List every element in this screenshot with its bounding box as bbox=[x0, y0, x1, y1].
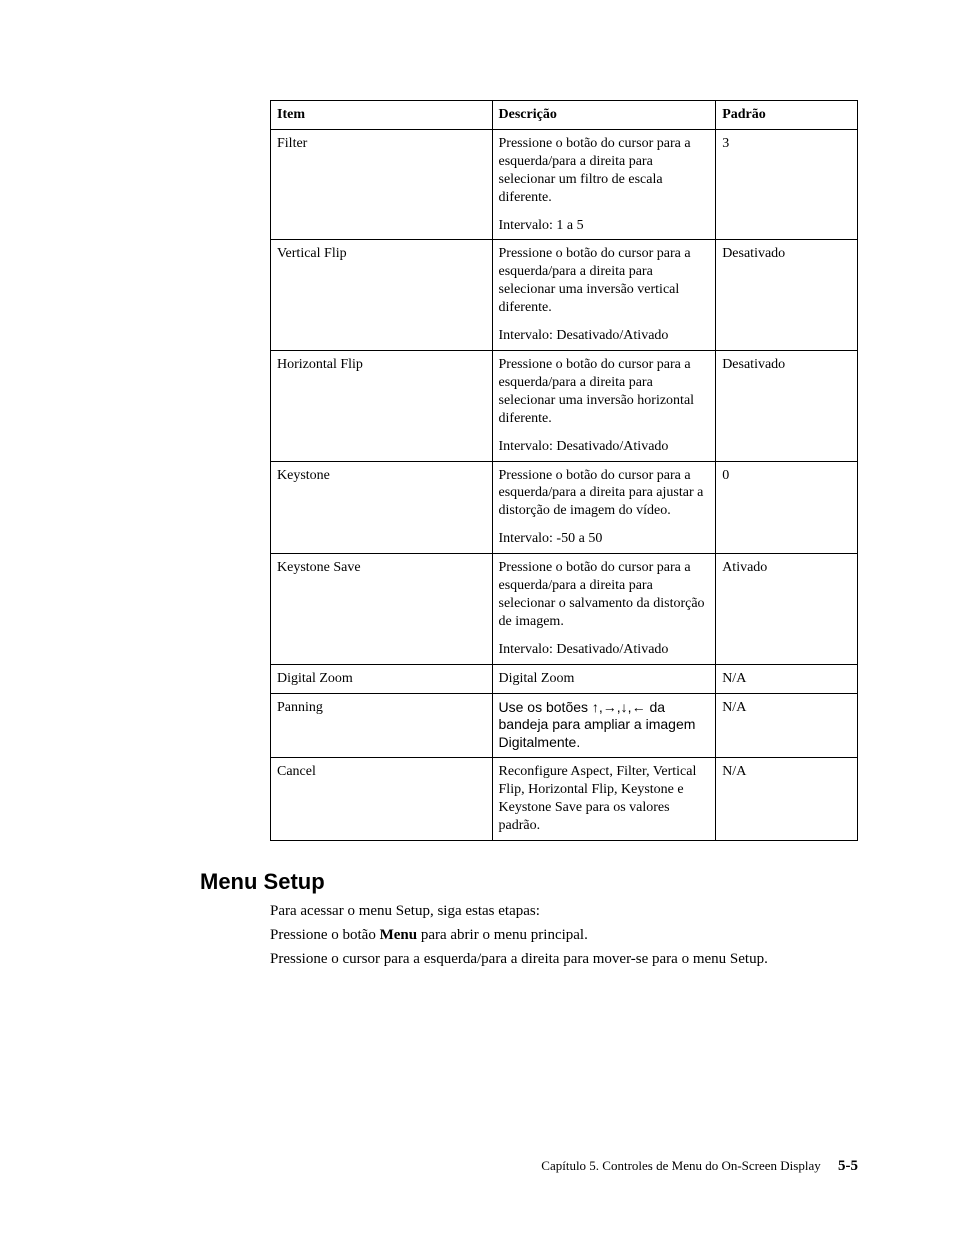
cell-item: Digital Zoom bbox=[271, 664, 493, 693]
desc-main: Use os botões ↑,→,↓,← da bandeja para am… bbox=[499, 699, 710, 753]
cell-default: N/A bbox=[716, 664, 858, 693]
col-header-item: Item bbox=[271, 101, 493, 130]
page-footer: Capítulo 5. Controles de Menu do On-Scre… bbox=[541, 1158, 858, 1175]
desc-main: Pressione o botão do cursor para a esque… bbox=[499, 467, 710, 521]
table-row: Panning Use os botões ↑,→,↓,← da bandeja… bbox=[271, 693, 858, 758]
desc-range: Intervalo: Desativado/Ativado bbox=[499, 438, 710, 456]
cell-desc: Pressione o botão do cursor para a esque… bbox=[492, 554, 716, 665]
cell-desc: Pressione o botão do cursor para a esque… bbox=[492, 350, 716, 461]
section-body: Para acessar o menu Setup, siga estas et… bbox=[270, 901, 858, 970]
cell-item: Horizontal Flip bbox=[271, 350, 493, 461]
desc-range: Intervalo: 1 a 5 bbox=[499, 217, 710, 235]
desc-range: Intervalo: Desativado/Ativado bbox=[499, 327, 710, 345]
table-header-row: Item Descrição Padrão bbox=[271, 101, 858, 130]
cell-desc: Pressione o botão do cursor para a esque… bbox=[492, 461, 716, 554]
cell-desc: Use os botões ↑,→,↓,← da bandeja para am… bbox=[492, 693, 716, 758]
manual-page: Item Descrição Padrão Filter Pressione o… bbox=[0, 0, 954, 1235]
cell-desc: Pressione o botão do cursor para a esque… bbox=[492, 240, 716, 351]
step-1-pre: Pressione o botão bbox=[270, 927, 380, 943]
desc-range: Intervalo: Desativado/Ativado bbox=[499, 641, 710, 659]
cell-item: Keystone bbox=[271, 461, 493, 554]
cell-default: Ativado bbox=[716, 554, 858, 665]
desc-main: Reconfigure Aspect, Filter, Vertical Fli… bbox=[499, 763, 710, 835]
desc-main: Pressione o botão do cursor para a esque… bbox=[499, 245, 710, 317]
step-1-bold: Menu bbox=[380, 927, 418, 943]
cell-default: N/A bbox=[716, 693, 858, 758]
table-row: Vertical Flip Pressione o botão do curso… bbox=[271, 240, 858, 351]
step-1: Pressione o botão Menu para abrir o menu… bbox=[270, 925, 858, 945]
desc-main: Pressione o botão do cursor para a esque… bbox=[499, 356, 710, 428]
desc-main: Pressione o botão do cursor para a esque… bbox=[499, 135, 710, 207]
table-row: Filter Pressione o botão do cursor para … bbox=[271, 129, 858, 240]
cell-item: Vertical Flip bbox=[271, 240, 493, 351]
cell-default: N/A bbox=[716, 758, 858, 841]
footer-chapter: Capítulo 5. Controles de Menu do On-Scre… bbox=[541, 1158, 820, 1173]
table-row: Horizontal Flip Pressione o botão do cur… bbox=[271, 350, 858, 461]
cell-desc: Reconfigure Aspect, Filter, Vertical Fli… bbox=[492, 758, 716, 841]
section-intro: Para acessar o menu Setup, siga estas et… bbox=[270, 901, 858, 921]
desc-main: Digital Zoom bbox=[499, 670, 710, 688]
step-1-post: para abrir o menu principal. bbox=[417, 927, 588, 943]
col-header-default: Padrão bbox=[716, 101, 858, 130]
table-row: Keystone Save Pressione o botão do curso… bbox=[271, 554, 858, 665]
settings-table: Item Descrição Padrão Filter Pressione o… bbox=[270, 100, 858, 841]
cell-item: Filter bbox=[271, 129, 493, 240]
table-row: Keystone Pressione o botão do cursor par… bbox=[271, 461, 858, 554]
cell-default: 0 bbox=[716, 461, 858, 554]
desc-range: Intervalo: -50 a 50 bbox=[499, 530, 710, 548]
cell-default: 3 bbox=[716, 129, 858, 240]
desc-main: Pressione o botão do cursor para a esque… bbox=[499, 559, 710, 631]
col-header-desc: Descrição bbox=[492, 101, 716, 130]
cell-item: Keystone Save bbox=[271, 554, 493, 665]
cell-desc: Digital Zoom bbox=[492, 664, 716, 693]
footer-page-number: 5-5 bbox=[838, 1158, 858, 1174]
section-heading: Menu Setup bbox=[200, 869, 858, 895]
cell-item: Cancel bbox=[271, 758, 493, 841]
table-row: Cancel Reconfigure Aspect, Filter, Verti… bbox=[271, 758, 858, 841]
cell-default: Desativado bbox=[716, 350, 858, 461]
cell-item: Panning bbox=[271, 693, 493, 758]
step-2: Pressione o cursor para a esquerda/para … bbox=[270, 949, 858, 969]
table-row: Digital Zoom Digital Zoom N/A bbox=[271, 664, 858, 693]
cell-default: Desativado bbox=[716, 240, 858, 351]
cell-desc: Pressione o botão do cursor para a esque… bbox=[492, 129, 716, 240]
